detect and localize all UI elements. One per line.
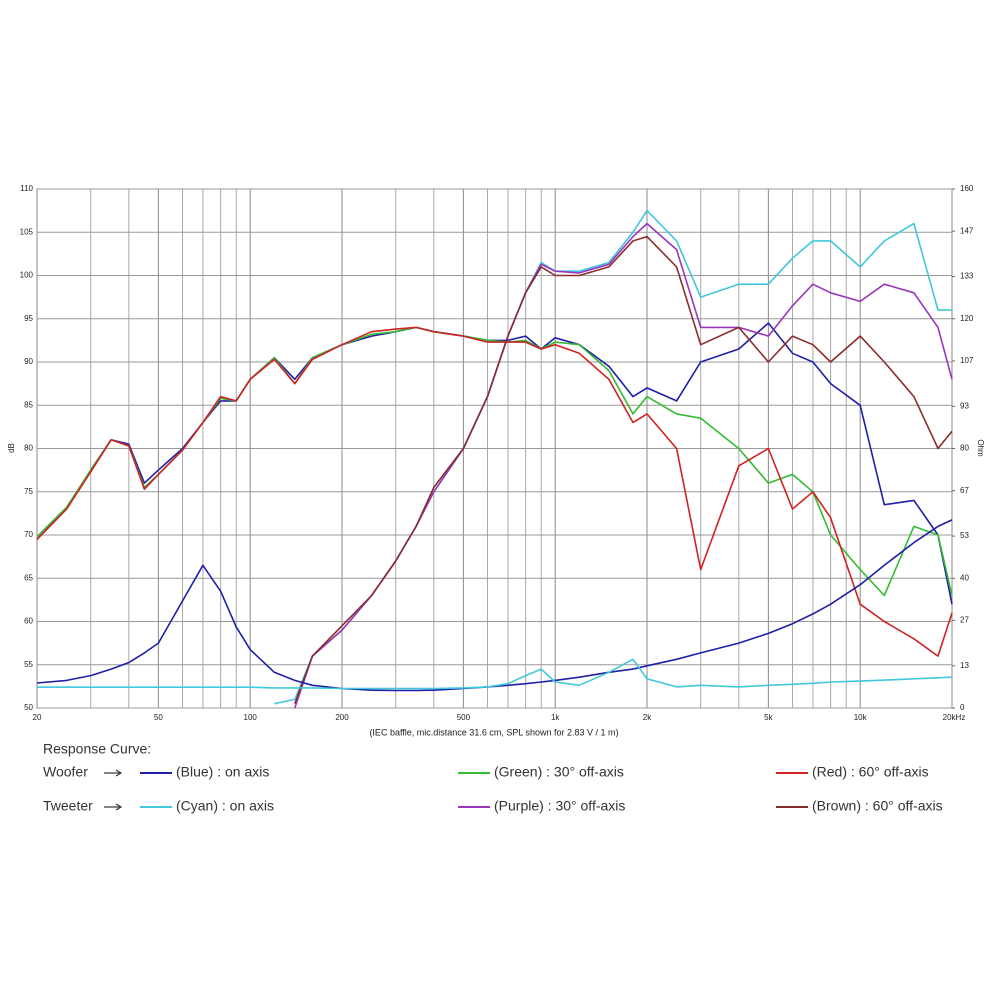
x-tick-label: 500 [457, 713, 471, 722]
y-tick-label: 100 [20, 271, 34, 280]
y2-tick-label: 160 [960, 184, 974, 193]
y-tick-label: 65 [24, 573, 33, 582]
legend-group: Woofer [43, 764, 88, 780]
x-tick-label: 200 [335, 713, 349, 722]
y-tick-label: 60 [24, 617, 33, 626]
legend-label: (Green) : 30° off-axis [494, 764, 624, 780]
x-tick-label: 20 [33, 713, 42, 722]
y-tick-label: 80 [24, 444, 33, 453]
legend-arrow-head [115, 769, 123, 777]
x-tick-label: 10k [854, 713, 868, 722]
legend-group: Tweeter [43, 798, 93, 814]
y2-tick-label: 147 [960, 226, 974, 235]
y-tick-label: 50 [24, 703, 33, 712]
y2-tick-label: 67 [960, 486, 969, 495]
y2-tick-label: 80 [960, 444, 969, 453]
y-axis-label: dB [7, 443, 16, 453]
y-tick-label: 75 [24, 487, 33, 496]
legend-label: (Brown) : 60° off-axis [812, 798, 943, 814]
x-tick-label: 1k [551, 713, 560, 722]
legend-label: (Purple) : 30° off-axis [494, 798, 625, 814]
y-tick-label: 55 [24, 660, 33, 669]
legend-label: (Cyan) : on axis [176, 798, 274, 814]
x-tick-label: 5k [764, 713, 773, 722]
x-tick-label: 2k [643, 713, 652, 722]
y2-tick-label: 53 [960, 531, 969, 540]
series-line [36, 326, 953, 657]
x-tick-label: 100 [244, 713, 258, 722]
y2-tick-label: 107 [960, 356, 974, 365]
x-tick-label: 20kHz [943, 713, 966, 722]
y2-tick-label: 40 [960, 573, 969, 582]
y-tick-label: 105 [20, 227, 34, 236]
y2-tick-label: 0 [960, 703, 965, 712]
y-tick-label: 95 [24, 314, 33, 323]
legend-arrow-head [115, 803, 123, 811]
y2-tick-label: 93 [960, 401, 969, 410]
y2-tick-label: 133 [960, 272, 974, 281]
x-tick-label: 50 [154, 713, 163, 722]
legend-title: Response Curve: [43, 741, 151, 757]
y-tick-label: 110 [20, 184, 33, 193]
y-tick-label: 85 [24, 400, 33, 409]
y2-tick-label: 27 [960, 616, 969, 625]
y2-tick-label: 13 [960, 661, 969, 670]
y-tick-label: 70 [24, 530, 33, 539]
series-line [294, 235, 953, 704]
y2-tick-label: 120 [960, 314, 974, 323]
x-axis-label: (IEC baffle, mic.distance 31.6 cm, SPL s… [369, 727, 618, 737]
legend-label: (Red) : 60° off-axis [812, 764, 929, 780]
series-line [37, 658, 953, 690]
y-tick-label: 90 [24, 357, 33, 366]
legend-label: (Blue) : on axis [176, 764, 269, 780]
y2-axis-label: Ohm [976, 439, 985, 457]
